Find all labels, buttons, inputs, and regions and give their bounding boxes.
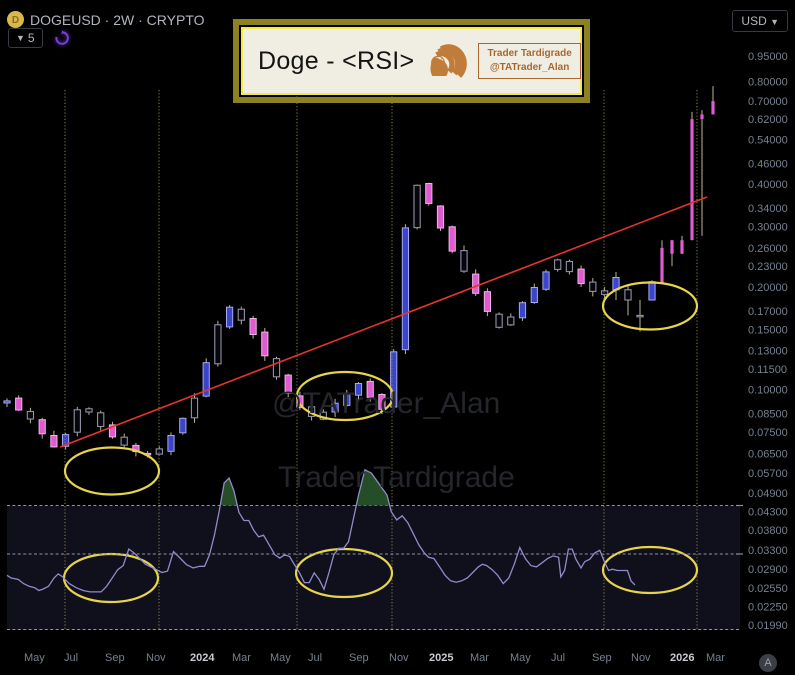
svg-text:0.10000: 0.10000 <box>748 385 788 397</box>
svg-text:0.23000: 0.23000 <box>748 261 788 273</box>
svg-text:0.15000: 0.15000 <box>748 325 788 337</box>
svg-text:0.34000: 0.34000 <box>748 203 788 215</box>
svg-text:0.08500: 0.08500 <box>748 409 788 421</box>
svg-text:Trader Tardigrade: Trader Tardigrade <box>278 461 515 494</box>
svg-text:0.26000: 0.26000 <box>748 243 788 255</box>
svg-text:0.02550: 0.02550 <box>748 583 788 595</box>
svg-text:0.20000: 0.20000 <box>748 282 788 294</box>
svg-text:0.95000: 0.95000 <box>748 51 788 63</box>
svg-text:0.40000: 0.40000 <box>748 179 788 191</box>
svg-text:0.01990: 0.01990 <box>748 620 788 632</box>
svg-text:0.17000: 0.17000 <box>748 306 788 318</box>
svg-text:0.70000: 0.70000 <box>748 96 788 108</box>
svg-text:0.13000: 0.13000 <box>748 346 788 358</box>
svg-text:0.04300: 0.04300 <box>748 507 788 519</box>
svg-text:0.30000: 0.30000 <box>748 222 788 234</box>
svg-text:0.02900: 0.02900 <box>748 564 788 576</box>
svg-text:@TATrader_Alan: @TATrader_Alan <box>272 387 500 420</box>
svg-text:0.11500: 0.11500 <box>748 364 787 376</box>
svg-text:0.03300: 0.03300 <box>748 545 788 557</box>
svg-text:0.46000: 0.46000 <box>748 158 788 170</box>
svg-text:0.80000: 0.80000 <box>748 76 788 88</box>
svg-text:D: D <box>12 15 19 26</box>
svg-text:0.62000: 0.62000 <box>748 114 788 126</box>
svg-text:0.07500: 0.07500 <box>748 427 788 439</box>
svg-text:0.03800: 0.03800 <box>748 525 788 537</box>
svg-text:0.02250: 0.02250 <box>748 602 788 614</box>
svg-text:0.06500: 0.06500 <box>748 448 788 460</box>
svg-text:0.54000: 0.54000 <box>748 135 788 147</box>
svg-text:0.04900: 0.04900 <box>748 488 788 500</box>
svg-text:0.05700: 0.05700 <box>748 468 788 480</box>
